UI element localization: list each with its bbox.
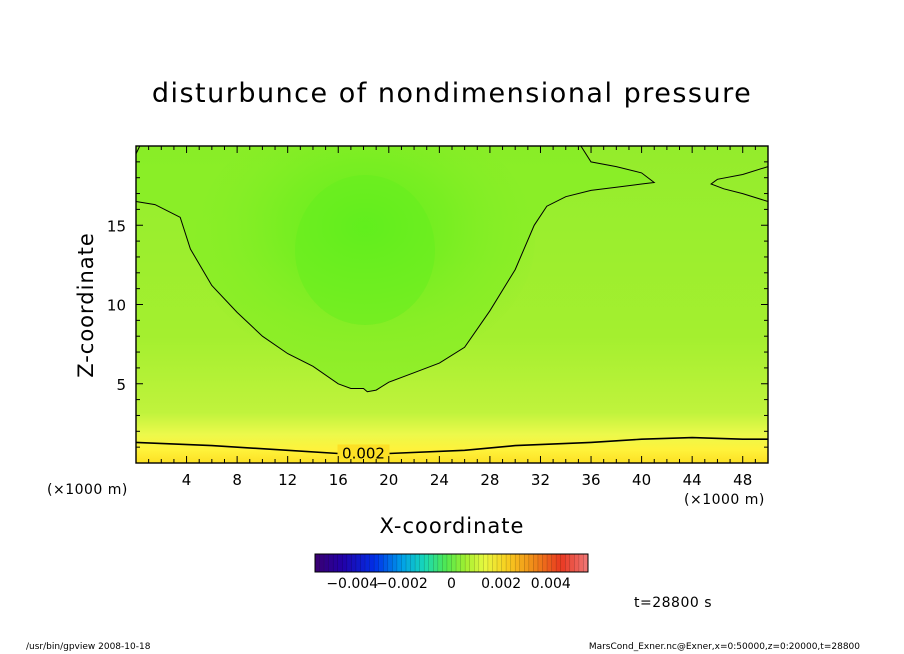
contour-label: 0.002 (342, 444, 385, 462)
colorbar-cell (333, 554, 339, 572)
time-label: t=28800 s (634, 595, 712, 611)
colorbar-cell (465, 554, 470, 572)
contour-line (710, 166, 769, 202)
colorbar-cell (437, 554, 443, 572)
footer-left: /usr/bin/gpview 2008-10-18 (26, 642, 151, 652)
x-tick-label: 12 (278, 471, 297, 489)
colorbar-cell (478, 554, 484, 572)
colorbar-cell (378, 554, 384, 572)
colorbar-cell (542, 554, 548, 572)
x-tick-label: 4 (182, 471, 192, 489)
colorbar-cell (433, 554, 439, 572)
colorbar-cell (387, 554, 393, 572)
colorbar-cell (415, 554, 420, 572)
colorbar-cell (346, 554, 352, 572)
colorbar-cell (460, 554, 466, 572)
colorbar-cell (383, 554, 389, 572)
y-tick-label: 15 (107, 217, 126, 235)
colorbar-cell (419, 554, 425, 572)
x-axis-unit-left: (×1000 m) (47, 482, 128, 498)
x-tick-label: 44 (683, 471, 702, 489)
colorbar-cell (524, 554, 530, 572)
colorbar-cell (351, 554, 357, 572)
x-tick-label: 24 (430, 471, 449, 489)
colorbar-cell (392, 554, 398, 572)
colorbar-cell (515, 554, 521, 572)
colorbar-cell (328, 554, 334, 572)
colorbar-cell (528, 554, 534, 572)
colorbar-cell (360, 554, 366, 572)
colorbar-cell (556, 554, 561, 572)
contour-line (135, 145, 656, 393)
colorbar-cell (578, 554, 584, 572)
colorbar-cell (506, 554, 511, 572)
colorbar-cell (401, 554, 407, 572)
colorbar-cell (319, 554, 325, 572)
x-tick-label: 48 (733, 471, 752, 489)
colorbar-cell (492, 554, 498, 572)
chart-title: disturbunce of nondimensional pressure (151, 78, 753, 109)
footer-right: MarsCond_Exner.nc@Exner,x=0:50000,z=0:20… (588, 642, 860, 652)
colorbar-cell (469, 554, 475, 572)
colorbar-cell (501, 554, 507, 572)
x-tick-label: 8 (232, 471, 242, 489)
x-tick-label: 16 (329, 471, 348, 489)
colorbar-cell (355, 554, 361, 572)
colorbar-tick-label: 0.002 (481, 576, 521, 592)
colorbar-cell (560, 554, 566, 572)
colorbar-cell (510, 554, 516, 572)
colorbar-cell (374, 554, 379, 572)
colorbar-cell (483, 554, 489, 572)
colorbar-frame (314, 553, 589, 573)
colorbar-cell (487, 554, 493, 572)
colorbar-cell (365, 554, 370, 572)
colorbar-tick-label: −0.004 (326, 576, 378, 592)
y-tick-label: 10 (107, 297, 126, 315)
colorbar-tick-label: −0.002 (376, 576, 428, 592)
colorbar-cell (569, 554, 575, 572)
colorbar-cell (315, 554, 320, 572)
colorbar-cell (342, 554, 348, 572)
colorbar-cell (451, 554, 457, 572)
colorbar-cell (456, 554, 461, 572)
colorbar-cell (574, 554, 580, 572)
colorbar-cell (551, 554, 557, 572)
colorbar-cell (442, 554, 448, 572)
x-tick-label: 40 (632, 471, 651, 489)
colorbar-cell (519, 554, 525, 572)
colorbar-cell (565, 554, 571, 572)
colorbar-cell (547, 554, 552, 572)
colorbar-cell (424, 554, 430, 572)
x-tick-label: 28 (480, 471, 499, 489)
y-axis-label: Z-coordinate (74, 232, 98, 378)
colorbar-cell (337, 554, 343, 572)
colorbar-cell (406, 554, 411, 572)
colorbar-cell (537, 554, 543, 572)
colorbar-cell (446, 554, 452, 572)
colorbar-cell (396, 554, 402, 572)
colorbar-cell (428, 554, 434, 572)
colorbar-cell (474, 554, 480, 572)
colorbar-cell (410, 554, 416, 572)
colorbar-cell (533, 554, 539, 572)
colorbar-cell (324, 554, 329, 572)
x-axis-unit-right: (×1000 m) (684, 492, 765, 508)
y-tick-label: 5 (116, 376, 126, 394)
colorbar-cell (583, 554, 589, 572)
x-tick-label: 20 (379, 471, 398, 489)
contour-line (135, 436, 768, 455)
colorbar-tick-label: 0 (447, 576, 456, 592)
colorbar-tick-label: 0.004 (531, 576, 571, 592)
x-axis-label: X-coordinate (379, 514, 525, 538)
x-tick-label: 32 (531, 471, 550, 489)
colorbar-cell (497, 554, 502, 572)
x-tick-label: 36 (581, 471, 600, 489)
colorbar-cell (369, 554, 375, 572)
contour-label-bg (337, 444, 390, 460)
